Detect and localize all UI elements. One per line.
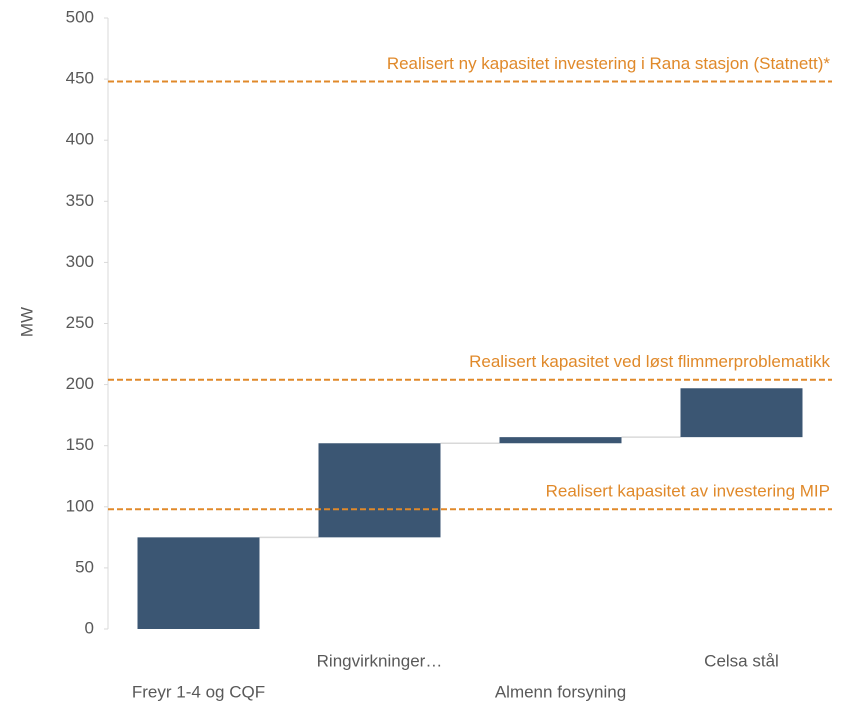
reference-label: Realisert ny kapasitet investering i Ran… [387,54,831,73]
bar [499,437,622,444]
y-axis-label: MW [17,307,36,337]
y-tick-label: 150 [66,435,94,454]
y-tick-label: 0 [85,618,94,637]
bar [680,388,803,438]
y-tick-label: 500 [66,7,94,26]
y-tick-label: 400 [66,130,94,149]
reference-label: Realisert kapasitet av investering MIP [546,482,830,501]
y-tick-label: 300 [66,252,94,271]
x-tick-label: Almenn forsyning [495,682,626,701]
y-tick-label: 50 [75,557,94,576]
x-tick-label: Freyr 1-4 og CQF [132,682,265,701]
y-tick-label: 250 [66,313,94,332]
y-tick-label: 200 [66,374,94,393]
y-tick-label: 450 [66,69,94,88]
x-tick-label: Ringvirkninger… [317,651,443,670]
bar [137,537,260,629]
bar [318,443,441,538]
y-tick-label: 100 [66,496,94,515]
reference-label: Realisert kapasitet ved løst flimmerprob… [469,352,830,371]
y-tick-label: 350 [66,191,94,210]
x-tick-label: Celsa stål [704,651,779,670]
